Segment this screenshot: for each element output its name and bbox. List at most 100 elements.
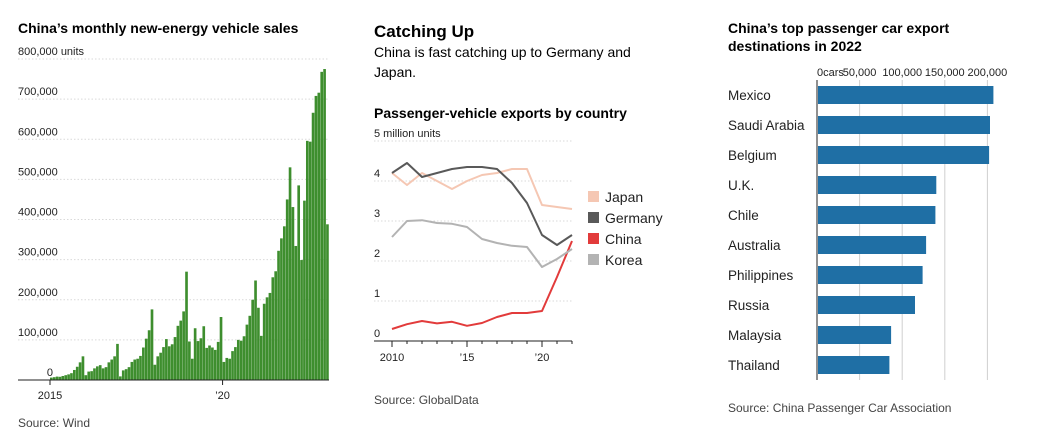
bar-month (208, 345, 211, 380)
bar-month (107, 362, 111, 380)
legend-label: Japan (605, 189, 643, 205)
bar-month (133, 359, 137, 380)
bar-month (93, 368, 96, 380)
category-label: Russia (728, 298, 770, 313)
bar-month (231, 351, 234, 380)
bar-month (271, 277, 275, 380)
bar-month (277, 250, 280, 380)
bar-month (251, 299, 254, 380)
bar-month (300, 260, 303, 380)
chart-title: Passenger-vehicle exports by country (374, 105, 627, 121)
destinations-chart: China’s top passenger car export destina… (728, 20, 1007, 415)
y-tick-label: 1 (374, 288, 380, 300)
bar-australia (818, 236, 927, 254)
bar-month (101, 368, 105, 380)
bar-month (81, 356, 85, 380)
bar-month (320, 71, 324, 380)
bar-month (317, 92, 321, 380)
x-tick-label: 2015 (38, 390, 62, 402)
bar-malaysia (818, 326, 892, 344)
bar-month (311, 112, 315, 381)
bar-month (262, 303, 266, 380)
bar-month (196, 341, 200, 380)
category-label: Malaysia (728, 328, 782, 343)
bar-month (113, 356, 116, 380)
y-tick-label: 100,000 (18, 327, 58, 339)
bar-month (326, 224, 329, 380)
bar-month (52, 377, 56, 380)
bar-month (104, 367, 108, 380)
bar-month (50, 377, 53, 380)
legend-swatch (588, 233, 599, 244)
y-tick-label: 4 (374, 168, 380, 180)
x-tick-label: 50,000 (843, 67, 877, 79)
x-tick-label: ’20 (535, 352, 550, 364)
bar-month (282, 226, 286, 380)
bar-month (297, 185, 301, 380)
chart-title: China’s monthly new-energy vehicle sales (18, 20, 299, 36)
bar-month (58, 376, 62, 380)
bar-u-k- (818, 176, 937, 194)
bar-month (216, 341, 220, 380)
bar-month (136, 358, 139, 380)
kicker-headline: Catching Up (374, 22, 474, 41)
bar-month (142, 347, 145, 380)
bar-month (70, 373, 73, 380)
source-note: Source: GlobalData (374, 393, 479, 407)
bar-month (213, 349, 217, 380)
bar-month (234, 347, 237, 380)
bar-month (96, 366, 99, 380)
bar-month (245, 324, 249, 380)
bar-month (173, 337, 177, 380)
bar-belgium (818, 146, 990, 164)
bar-month (179, 320, 183, 380)
bar-month (67, 374, 70, 380)
bar-month (291, 207, 295, 380)
legend-swatch (588, 191, 599, 202)
y-tick-label: 0 (47, 367, 53, 379)
legend-swatch (588, 212, 599, 223)
bar-month (73, 369, 76, 380)
bar-month (265, 297, 269, 380)
category-label: Mexico (728, 88, 771, 103)
bar-month (61, 375, 65, 380)
bar-month (242, 336, 246, 380)
y-tick-label: 2 (374, 248, 380, 260)
bar-month (280, 238, 283, 380)
bar-month (124, 369, 128, 380)
bar-month (239, 340, 243, 380)
series-line-japan (391, 168, 573, 210)
bar-month (228, 358, 231, 380)
bar-month (188, 341, 191, 380)
destinations-panel: China’s top passenger car export destina… (720, 0, 1048, 440)
bar-month (116, 343, 119, 380)
nev-sales-panel: China’s monthly new-energy vehicle sales… (0, 0, 345, 440)
subtitle-line-1: China is fast catching up to Germany and (374, 44, 631, 60)
bar-month (139, 355, 142, 380)
category-label: Philippines (728, 268, 794, 283)
bar-month (259, 335, 263, 380)
y-tick-label: 300,000 (18, 247, 58, 259)
subtitle-line-2: Japan. (374, 64, 416, 80)
bar-month (288, 167, 292, 380)
bar-month (294, 245, 298, 380)
bar-month (156, 356, 160, 380)
bar-month (121, 370, 125, 380)
bar-month (205, 347, 208, 380)
bar-month (159, 352, 162, 380)
legend-swatch (588, 254, 599, 265)
bar-month (225, 357, 229, 380)
bar-month (150, 309, 154, 380)
legend-label: China (605, 231, 642, 247)
bar-month (202, 326, 206, 380)
bar-philippines (818, 266, 923, 284)
bar-month (254, 280, 257, 380)
bar-russia (818, 296, 915, 314)
bar-month (55, 376, 59, 380)
category-label: Saudi Arabia (728, 118, 805, 133)
bar-month (167, 346, 171, 380)
x-tick-label: ’20 (215, 390, 230, 402)
bar-month (268, 292, 272, 380)
bar-month (119, 376, 122, 380)
bar-month (75, 366, 79, 380)
